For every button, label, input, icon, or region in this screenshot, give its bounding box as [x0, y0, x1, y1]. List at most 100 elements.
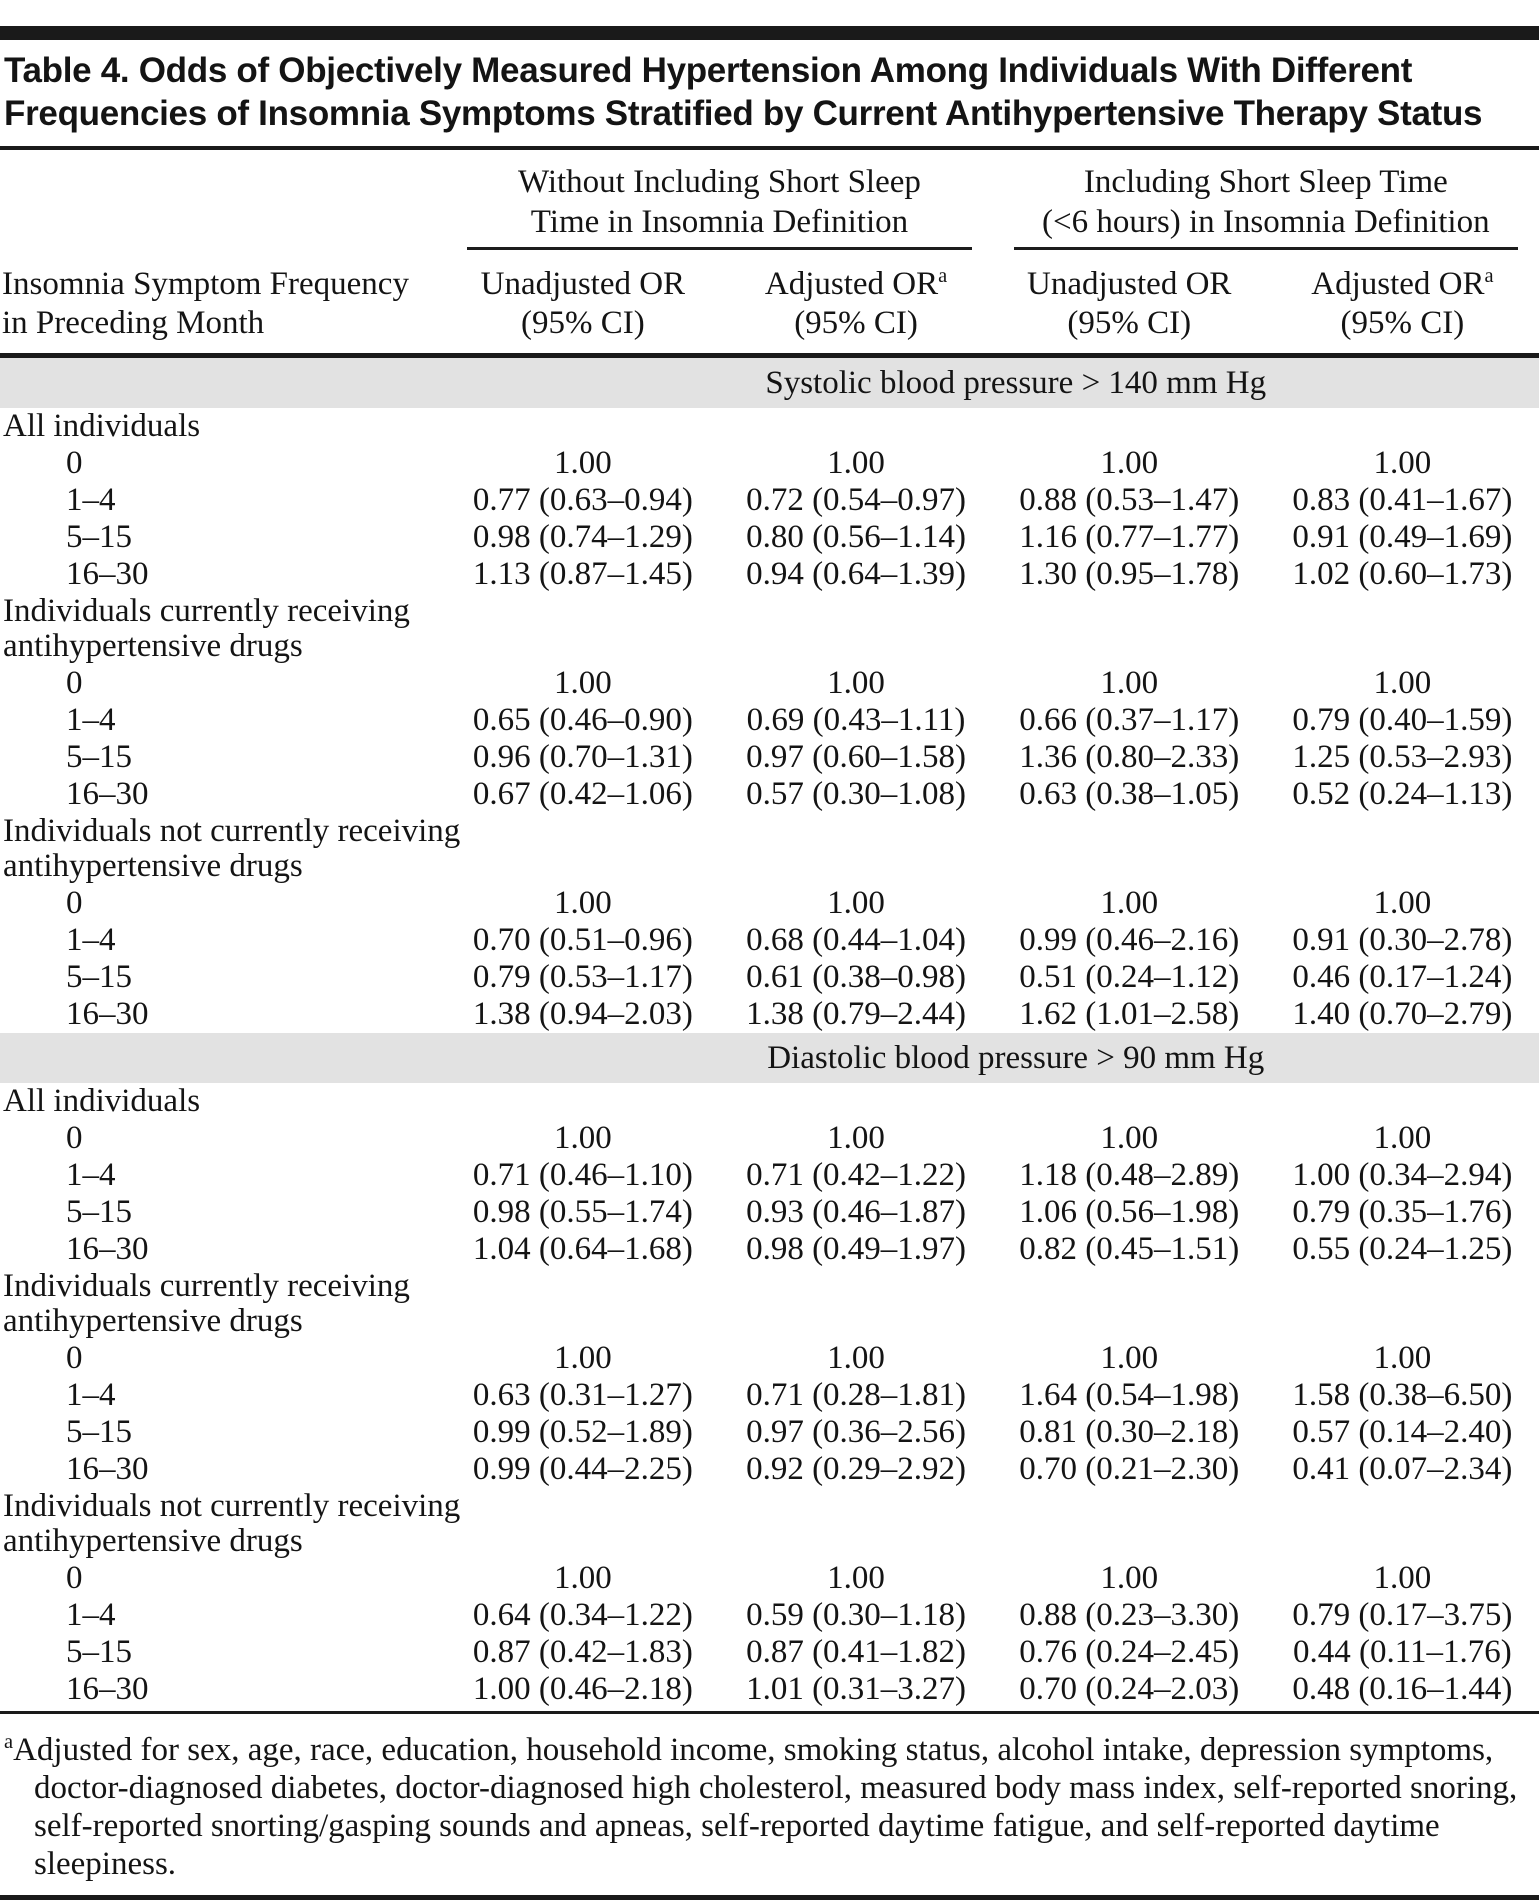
or-value-cell: 0.48 (0.16–1.44) — [1292, 1671, 1513, 1707]
or-value-cell: 1.00 — [1373, 1560, 1432, 1596]
group-label-row: Individuals not currently receiving antih… — [0, 813, 1539, 885]
or-value-cell: 1.30 (0.95–1.78) — [1019, 556, 1240, 592]
or-value-cell: 1.18 (0.48–2.89) — [1019, 1157, 1240, 1193]
frequency-cell: 16–30 — [66, 1231, 149, 1267]
or-value-cell: 0.97 (0.60–1.58) — [746, 739, 967, 775]
or-value-cell: 0.46 (0.17–1.24) — [1292, 959, 1513, 995]
or-value-cell: 0.98 (0.55–1.74) — [472, 1194, 693, 1230]
or-value-cell: 0.83 (0.41–1.67) — [1292, 482, 1513, 518]
or-value-cell: 0.87 (0.41–1.82) — [746, 1634, 967, 1670]
or-value-cell: 0.57 (0.14–2.40) — [1292, 1414, 1513, 1450]
or-value-cell: 0.96 (0.70–1.31) — [472, 739, 693, 775]
frequency-cell: 0 — [66, 1120, 83, 1156]
frequency-cell: 1–4 — [66, 482, 116, 518]
frequency-cell: 1–4 — [66, 922, 116, 958]
or-value-cell: 1.36 (0.80–2.33) — [1019, 739, 1240, 775]
group-label: Individuals currently receiving antihyper… — [3, 593, 410, 664]
or-value-cell: 0.71 (0.42–1.22) — [746, 1157, 967, 1193]
column-header-adjusted-or-1: Adjusted ORa (95% CI) — [719, 251, 993, 358]
or-value-cell: 1.00 (0.46–2.18) — [472, 1671, 693, 1707]
group-label: All individuals — [3, 408, 201, 444]
or-value-cell: 1.38 (0.94–2.03) — [472, 996, 693, 1032]
or-value-cell: 1.04 (0.64–1.68) — [472, 1231, 693, 1267]
group-header-row: Without Including Short Sleep Time in In… — [0, 150, 1539, 251]
or-value-cell: 0.87 (0.42–1.83) — [472, 1634, 693, 1670]
data-row: 0 1.00 1.00 1.00 1.00 — [0, 445, 1539, 482]
frequency-cell: 1–4 — [66, 702, 116, 738]
or-value-cell: 1.06 (0.56–1.98) — [1019, 1194, 1240, 1230]
data-row: 16–30 1.04 (0.64–1.68) 0.98 (0.49–1.97) 0.8… — [0, 1231, 1539, 1268]
or-value-cell: 1.00 — [827, 1120, 885, 1156]
or-value-cell: 0.51 (0.24–1.12) — [1019, 959, 1240, 995]
frequency-cell: 0 — [66, 1560, 83, 1596]
or-value-cell: 0.91 (0.30–2.78) — [1292, 922, 1513, 958]
or-value-cell: 1.00 — [1373, 665, 1432, 701]
group-label: Individuals not currently receiving antih… — [3, 1488, 461, 1559]
frequency-cell: 0 — [66, 445, 83, 481]
or-value-cell: 1.64 (0.54–1.98) — [1019, 1377, 1240, 1413]
group-header-including-short-sleep: Including Short Sleep Time (<6 hours) in… — [993, 150, 1539, 251]
hypertension-odds-table: Without Including Short Sleep Time in In… — [0, 150, 1539, 1708]
or-value-cell: 1.00 — [554, 1120, 612, 1156]
group-label: Individuals not currently receiving antih… — [3, 813, 461, 884]
or-value-cell: 0.52 (0.24–1.13) — [1292, 776, 1513, 812]
or-value-cell: 0.91 (0.49–1.69) — [1292, 519, 1513, 555]
group-label-line: Including Short Sleep Time — [1083, 164, 1448, 200]
group-label: All individuals — [3, 1083, 201, 1119]
data-row: 1–4 0.77 (0.63–0.94) 0.72 (0.54–0.97) 0.88 … — [0, 482, 1539, 519]
or-value-cell: 0.99 (0.44–2.25) — [472, 1451, 693, 1487]
or-value-cell: 1.38 (0.79–2.44) — [746, 996, 967, 1032]
or-value-cell: 0.98 (0.49–1.97) — [746, 1231, 967, 1267]
or-value-cell: 1.25 (0.53–2.93) — [1292, 739, 1513, 775]
or-value-cell: 0.77 (0.63–0.94) — [472, 482, 693, 518]
bottom-rule — [0, 1895, 1539, 1900]
or-value-cell: 0.88 (0.53–1.47) — [1019, 482, 1240, 518]
footnote-marker: a — [4, 1731, 14, 1753]
or-value-cell: 1.00 — [1373, 445, 1432, 481]
footnote-marker-sup: a — [1484, 265, 1494, 287]
frequency-cell: 5–15 — [66, 739, 132, 775]
or-value-cell: 1.00 — [554, 665, 612, 701]
or-value-cell: 0.98 (0.74–1.29) — [472, 519, 693, 555]
group-label-line: (<6 hours) in Insomnia Definition — [1042, 204, 1490, 240]
section-band-label: Diastolic blood pressure > 90 mm Hg — [767, 1040, 1265, 1076]
frequency-cell: 5–15 — [66, 1414, 132, 1450]
or-value-cell: 0.63 (0.31–1.27) — [472, 1377, 693, 1413]
or-value-cell: 0.67 (0.42–1.06) — [472, 776, 693, 812]
data-row: 5–15 0.87 (0.42–1.83) 0.87 (0.41–1.82) 0.76… — [0, 1634, 1539, 1671]
or-value-cell: 1.00 — [554, 445, 612, 481]
or-value-cell: 0.99 (0.52–1.89) — [472, 1414, 693, 1450]
section-band-diastolic: Diastolic blood pressure > 90 mm Hg — [0, 1033, 1539, 1083]
data-row: 1–4 0.64 (0.34–1.22) 0.59 (0.30–1.18) 0.88 … — [0, 1597, 1539, 1634]
group-label-row: Individuals currently receiving antihyper… — [0, 593, 1539, 665]
frequency-cell: 0 — [66, 1340, 83, 1376]
or-value-cell: 0.69 (0.43–1.11) — [746, 702, 966, 738]
data-row: 16–30 1.38 (0.94–2.03) 1.38 (0.79–2.44) 1.6… — [0, 996, 1539, 1033]
or-value-cell: 1.02 (0.60–1.73) — [1292, 556, 1513, 592]
or-value-cell: 0.93 (0.46–1.87) — [746, 1194, 967, 1230]
or-value-cell: 1.00 — [827, 1560, 885, 1596]
frequency-cell: 16–30 — [66, 556, 149, 592]
or-value-cell: 0.97 (0.36–2.56) — [746, 1414, 967, 1450]
group-label-row: All individuals — [0, 408, 1539, 445]
column-header-unadjusted-or-1: Unadjusted OR (95% CI) — [446, 251, 720, 358]
or-value-cell: 0.57 (0.30–1.08) — [746, 776, 967, 812]
or-value-cell: 0.70 (0.21–2.30) — [1019, 1451, 1240, 1487]
or-value-cell: 1.00 — [1373, 885, 1432, 921]
or-value-cell: 0.68 (0.44–1.04) — [746, 922, 967, 958]
table-header: Without Including Short Sleep Time in In… — [0, 150, 1539, 358]
table-page: Table 4. Odds of Objectively Measured Hy… — [0, 26, 1539, 1900]
data-row: 16–30 0.99 (0.44–2.25) 0.92 (0.29–2.92) 0.7… — [0, 1451, 1539, 1488]
footnote-body: aAdjusted for sex, age, race, education,… — [4, 1723, 1525, 1883]
frequency-cell: 0 — [66, 885, 83, 921]
or-value-cell: 0.82 (0.45–1.51) — [1019, 1231, 1240, 1267]
or-value-cell: 0.71 (0.46–1.10) — [472, 1157, 693, 1193]
or-value-cell: 0.59 (0.30–1.18) — [746, 1597, 967, 1633]
frequency-cell: 16–30 — [66, 776, 149, 812]
or-value-cell: 1.00 — [827, 1340, 885, 1376]
or-value-cell: 0.81 (0.30–2.18) — [1019, 1414, 1240, 1450]
or-value-cell: 0.88 (0.23–3.30) — [1019, 1597, 1240, 1633]
frequency-cell: 5–15 — [66, 519, 132, 555]
data-row: 1–4 0.71 (0.46–1.10) 0.71 (0.42–1.22) 1.18 … — [0, 1157, 1539, 1194]
frequency-cell: 16–30 — [66, 1671, 149, 1707]
